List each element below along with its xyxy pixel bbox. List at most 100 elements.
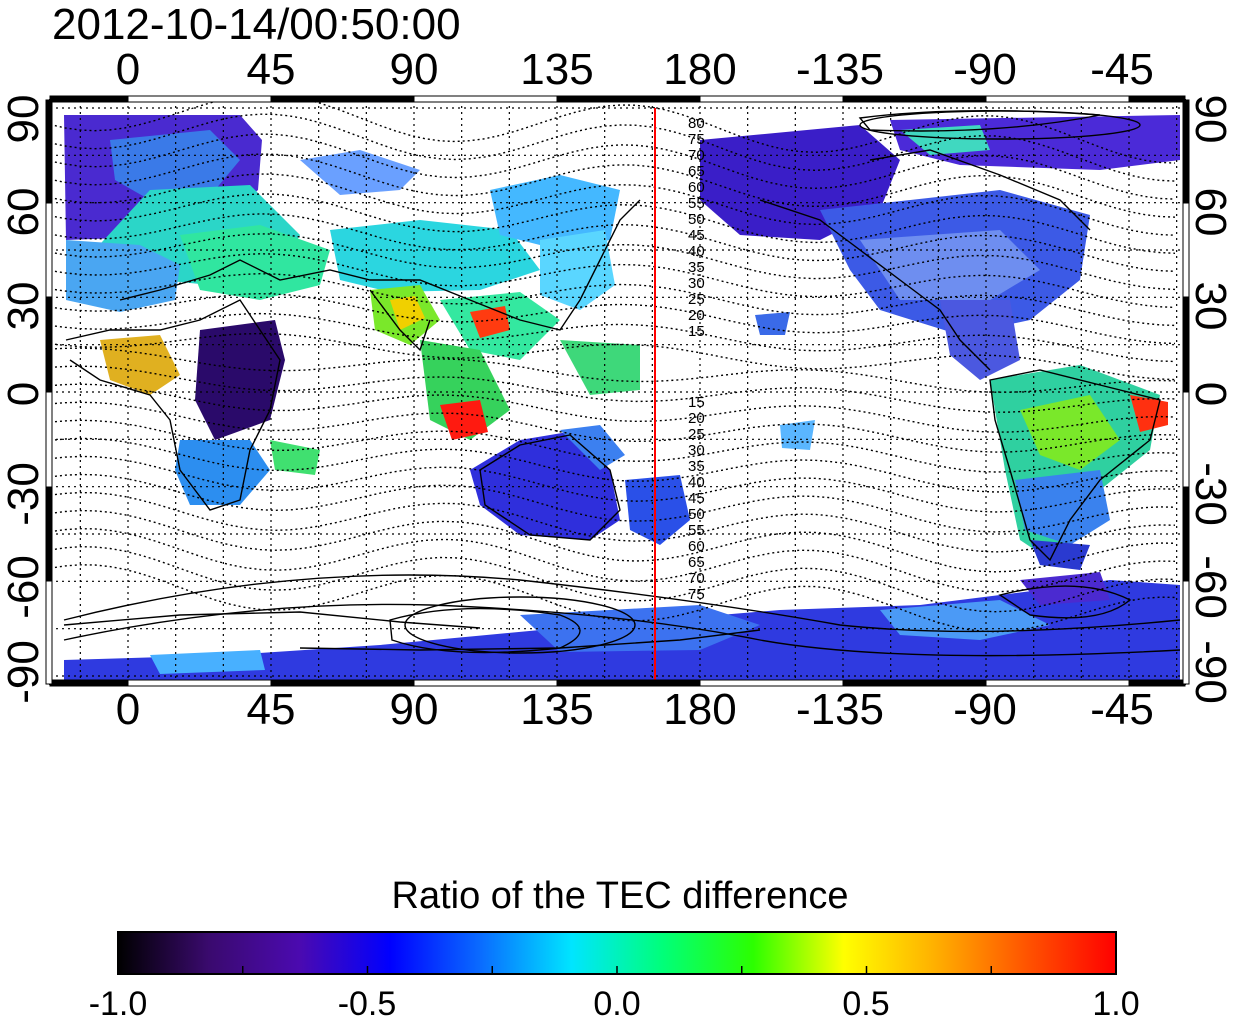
right-lat-tick: 30 xyxy=(1186,281,1235,331)
left-lat-tick: 60 xyxy=(0,187,48,237)
top-lon-tick: 135 xyxy=(520,45,594,94)
contour-line xyxy=(50,473,1176,533)
left-lat-tick: -90 xyxy=(0,640,48,704)
contour-label: 40 xyxy=(688,474,705,491)
frame-bar-top xyxy=(127,95,272,103)
contour-label: 50 xyxy=(688,211,705,228)
contour-line xyxy=(50,312,1176,363)
frame-bar-top xyxy=(556,95,701,103)
frame-bar-right xyxy=(1182,580,1190,685)
contour-line xyxy=(63,603,1181,657)
bottom-lon-tick: 180 xyxy=(663,685,737,734)
contour-line xyxy=(50,193,1176,254)
frame-bar-left xyxy=(45,580,53,685)
colorbar-title: Ratio of the TEC difference xyxy=(391,875,849,917)
contour-label: 55 xyxy=(688,195,705,212)
contour-line xyxy=(50,455,1176,513)
contour-line xyxy=(50,153,1176,218)
contour-line xyxy=(50,292,1176,345)
contour-label: 30 xyxy=(688,442,705,459)
contour-line xyxy=(50,332,1176,381)
contour-line xyxy=(404,596,636,654)
contour-line xyxy=(50,509,1176,573)
frame-scale-bars xyxy=(45,95,1190,687)
contour-label: 25 xyxy=(688,291,705,308)
contour-line xyxy=(50,491,1176,553)
contour-label: 45 xyxy=(688,227,705,244)
contour-label: 50 xyxy=(688,506,705,523)
contour-label: 80 xyxy=(688,115,705,132)
right-lat-tick: -90 xyxy=(1186,640,1235,704)
contour-line xyxy=(50,100,1176,164)
top-lon-tick: -135 xyxy=(795,45,885,94)
contour-line xyxy=(50,419,1176,473)
left-lat-tick: 0 xyxy=(0,381,48,407)
contour-label: 65 xyxy=(688,554,705,571)
contour-label: 75 xyxy=(688,586,705,603)
colorbar-tick-marks xyxy=(117,966,1117,974)
contour-label: 60 xyxy=(688,179,705,196)
bottom-lon-tick: 135 xyxy=(520,685,594,734)
contour-label: 25 xyxy=(688,426,705,443)
frame-bar-top xyxy=(49,95,129,103)
colorbar-tick-label: -0.5 xyxy=(337,985,397,1023)
contour-line xyxy=(50,347,1176,393)
contour-line xyxy=(50,213,1176,272)
coastlines xyxy=(63,109,1161,654)
bottom-lon-tick: -45 xyxy=(1090,685,1154,734)
colorbar-tick-label: 1.0 xyxy=(1092,985,1140,1023)
left-lat-tick: 90 xyxy=(0,94,48,144)
contour-label: 30 xyxy=(688,275,705,292)
tec-data-patches xyxy=(64,115,1180,684)
contour-label: 65 xyxy=(688,163,705,180)
top-lon-tick: 0 xyxy=(115,45,141,94)
contour-label: 45 xyxy=(688,490,705,507)
top-lon-tick: 45 xyxy=(246,45,296,94)
top-lon-tick: 180 xyxy=(663,45,737,94)
right-lat-tick: 0 xyxy=(1186,381,1235,407)
right-lat-tick: 60 xyxy=(1186,187,1235,237)
right-lat-tick: 90 xyxy=(1186,94,1235,144)
contour-line xyxy=(50,133,1176,200)
top-lon-tick: 90 xyxy=(389,45,439,94)
frame-bar-top xyxy=(985,95,1130,103)
contour-line xyxy=(50,527,1176,593)
bottom-lon-tick: -90 xyxy=(953,685,1017,734)
contour-label: 20 xyxy=(688,410,705,427)
contour-label: 15 xyxy=(688,323,705,340)
frame-bar-top xyxy=(699,95,844,103)
contour-line xyxy=(50,383,1176,433)
frame-bar-top xyxy=(413,95,558,103)
contour-label: 15 xyxy=(688,394,705,411)
colorbar-tick-label: 0.0 xyxy=(593,985,641,1023)
left-lat-tick: -60 xyxy=(0,555,48,619)
top-lon-tick: -45 xyxy=(1090,45,1154,94)
contour-label: 40 xyxy=(688,243,705,260)
contour-label: 55 xyxy=(688,522,705,539)
bottom-lon-tick: 0 xyxy=(115,685,141,734)
top-lon-tick: -90 xyxy=(953,45,1017,94)
frame-bar-top xyxy=(842,95,987,103)
right-lat-tick: -30 xyxy=(1186,462,1235,526)
contour-line xyxy=(50,173,1176,236)
colorbar-tick-label: 0.5 xyxy=(842,985,890,1023)
contour-line xyxy=(50,365,1176,413)
bottom-lon-tick: 45 xyxy=(246,685,296,734)
contour-label: 70 xyxy=(688,570,705,587)
contour-line xyxy=(63,574,1181,633)
right-lat-tick: -60 xyxy=(1186,555,1235,619)
contour-label: 60 xyxy=(688,538,705,555)
contour-label: 35 xyxy=(688,458,705,475)
left-lat-tick: 30 xyxy=(0,281,48,331)
frame-bar-top xyxy=(270,95,415,103)
colorbar-tick-label: -1.0 xyxy=(88,985,148,1023)
map-title: 2012-10-14/00:50:00 xyxy=(52,0,461,49)
frame-bar-top xyxy=(1128,95,1186,103)
contour-label: 20 xyxy=(688,307,705,324)
contour-line xyxy=(50,233,1176,291)
bottom-lon-tick: -135 xyxy=(795,685,885,734)
bottom-lon-tick: 90 xyxy=(389,685,439,734)
contour-label: 75 xyxy=(688,131,705,148)
left-lat-tick: -30 xyxy=(0,462,48,526)
